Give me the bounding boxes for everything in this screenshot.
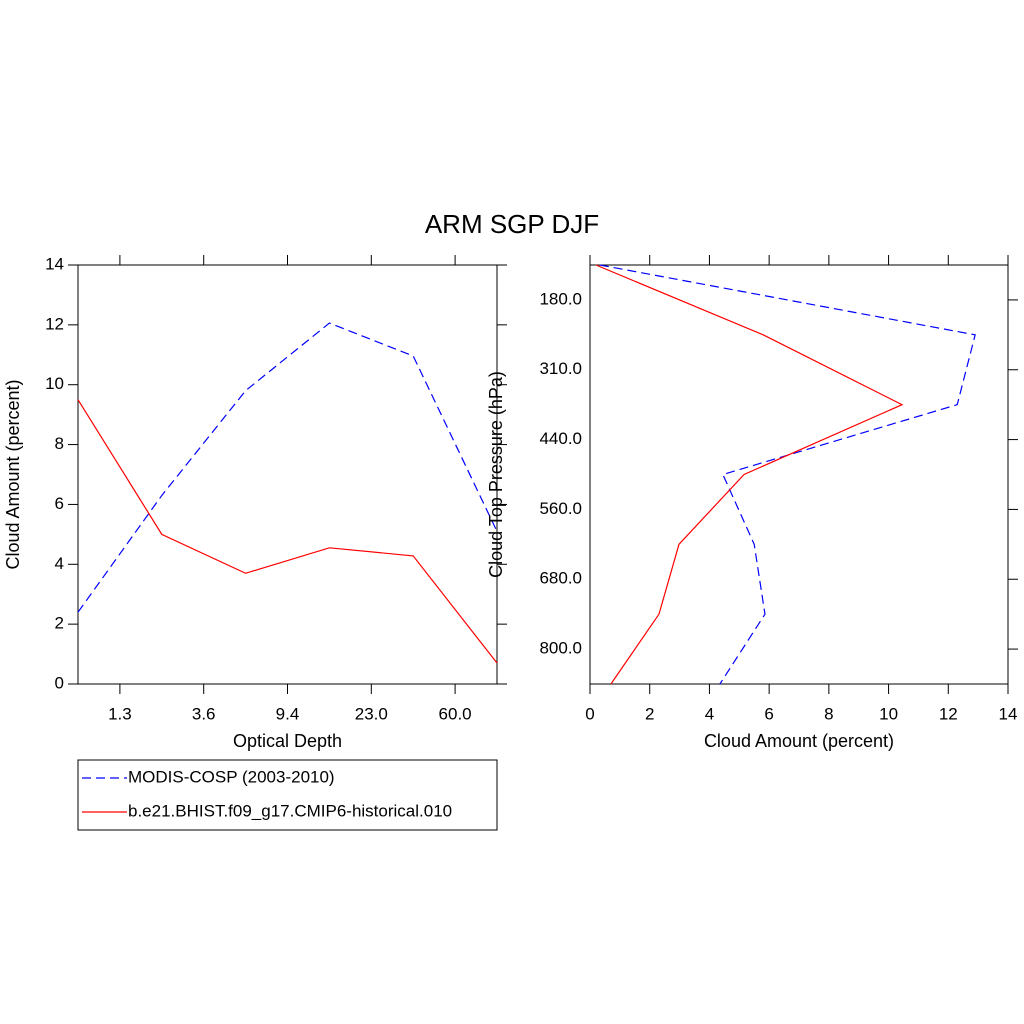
legend-label: b.e21.BHIST.f09_g17.CMIP6-historical.010	[128, 801, 452, 820]
series-line	[77, 399, 498, 664]
y-tick-label: 6	[55, 494, 64, 513]
x-tick-label: 23.0	[355, 704, 388, 723]
series-line	[599, 264, 976, 685]
y-tick-label: 0	[55, 673, 64, 692]
y-axis-label: Cloud Amount (percent)	[3, 379, 23, 569]
y-tick-label: 10	[45, 374, 64, 393]
legend-box	[77, 759, 498, 831]
y-tick-label: 560.0	[539, 499, 582, 518]
x-tick-label: 60.0	[439, 704, 472, 723]
y-tick-label: 8	[55, 434, 64, 453]
x-tick-label: 12	[939, 704, 958, 723]
y-tick-label: 440.0	[539, 429, 582, 448]
x-tick-label: 0	[585, 704, 594, 723]
legend-label: MODIS-COSP (2003-2010)	[128, 767, 335, 786]
x-tick-label: 10	[879, 704, 898, 723]
y-tick-label: 4	[55, 554, 64, 573]
x-tick-label: 9.4	[276, 704, 300, 723]
x-tick-label: 1.3	[108, 704, 132, 723]
x-axis-label: Cloud Amount (percent)	[704, 731, 894, 751]
y-tick-label: 310.0	[539, 359, 582, 378]
series-line	[595, 264, 904, 685]
y-tick-label: 12	[45, 314, 64, 333]
x-tick-label: 4	[705, 704, 714, 723]
y-tick-label: 180.0	[539, 289, 582, 308]
y-axis-label: Cloud Top Pressure (hPa)	[486, 371, 506, 578]
y-tick-label: 2	[55, 614, 64, 633]
x-tick-label: 8	[824, 704, 833, 723]
x-tick-label: 3.6	[192, 704, 216, 723]
x-tick-label: 14	[999, 704, 1018, 723]
figure-title: ARM SGP DJF	[425, 209, 599, 239]
plot-frame	[589, 264, 1009, 685]
x-axis-label: Optical Depth	[233, 731, 342, 751]
plot-frame	[77, 264, 498, 685]
y-tick-label: 680.0	[539, 569, 582, 588]
x-tick-label: 2	[645, 704, 654, 723]
y-tick-label: 800.0	[539, 639, 582, 658]
x-tick-label: 6	[764, 704, 773, 723]
series-line	[77, 322, 498, 613]
y-tick-label: 14	[45, 254, 64, 273]
